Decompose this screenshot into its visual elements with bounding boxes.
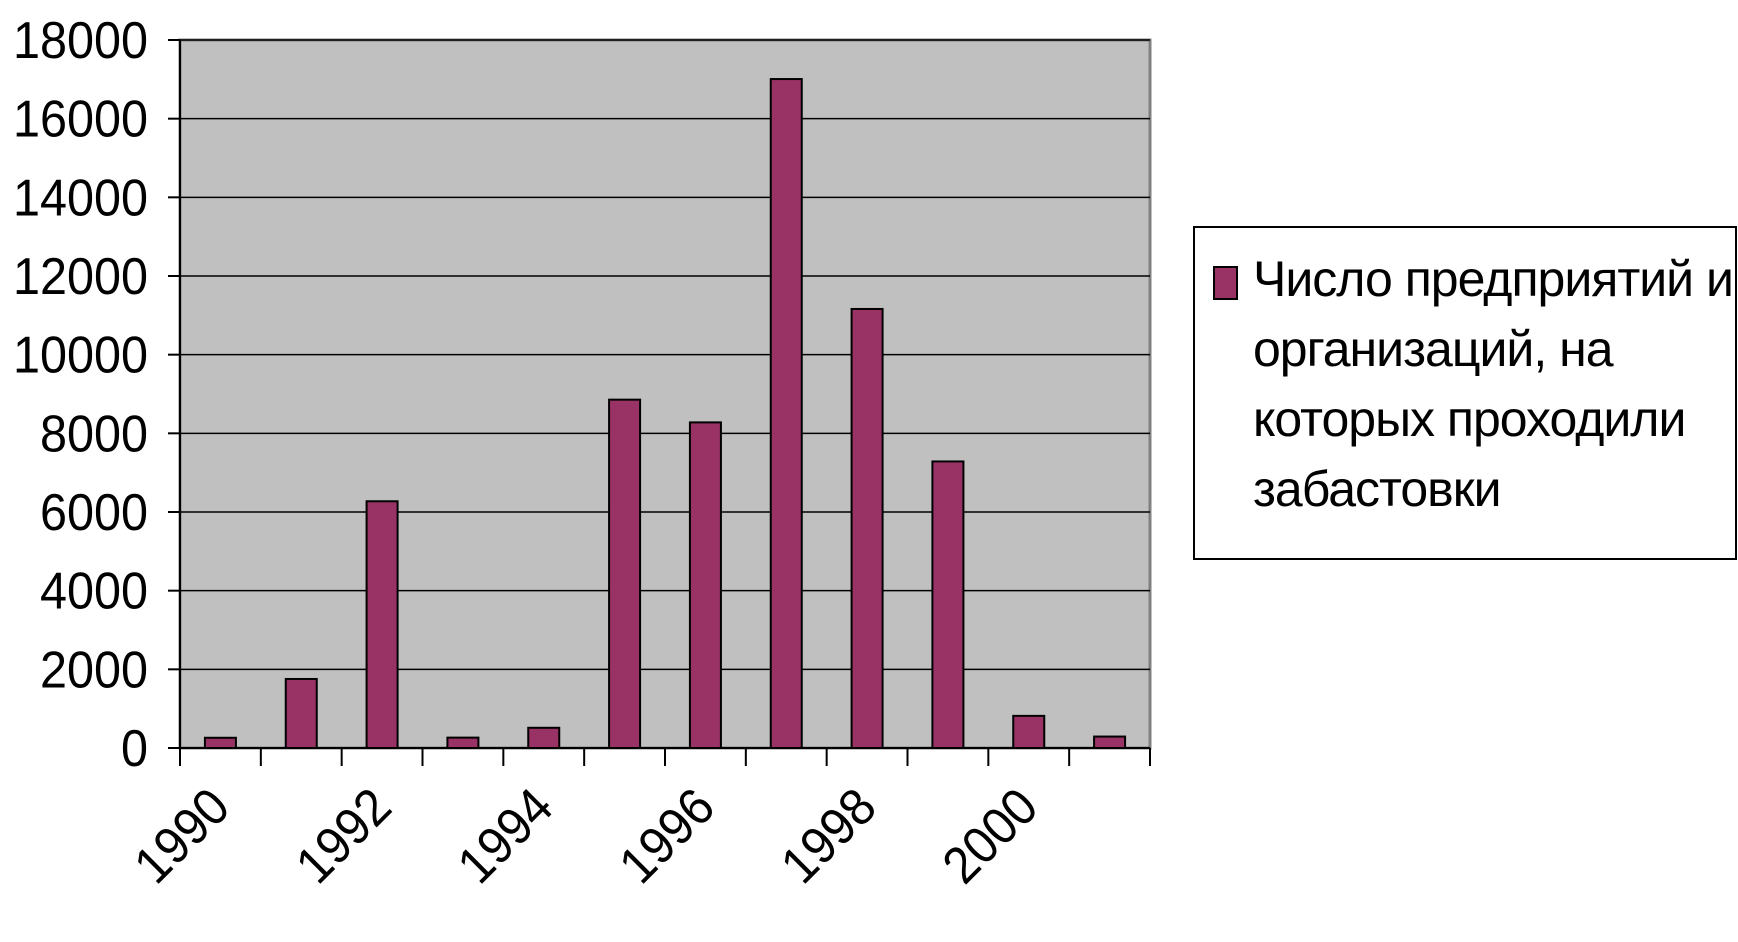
y-tick-label: 16000	[13, 91, 148, 149]
x-tick-label: 2000	[932, 777, 1049, 894]
y-tick-label: 2000	[40, 641, 148, 699]
y-tick-label: 12000	[13, 248, 148, 306]
bar-2001	[1093, 735, 1127, 750]
y-tick-label: 10000	[13, 327, 148, 385]
bar-1997	[769, 78, 803, 750]
y-axis-tick-labels: 0 2000 4000 6000 8000 10000 12000 14000 16000 180…	[13, 12, 148, 778]
bar-1990	[203, 736, 237, 749]
bar-1994	[527, 726, 561, 749]
y-tick-label: 0	[121, 720, 148, 778]
y-tick-label: 18000	[13, 12, 148, 70]
x-tick-label: 1996	[609, 777, 726, 894]
legend-swatch	[1213, 266, 1238, 300]
bar-1992	[365, 500, 399, 749]
bar-1995	[608, 398, 642, 749]
bar-1996	[688, 421, 722, 749]
plot-area	[178, 38, 1152, 750]
bar-1993	[446, 736, 480, 750]
bar-1998	[850, 307, 884, 749]
x-tick-label: 1992	[285, 777, 402, 894]
legend: Число предприятий и организаций, на кото…	[1193, 226, 1737, 560]
x-tick-label: 1994	[447, 777, 564, 894]
bars	[203, 78, 1127, 750]
x-tick-label: 1990	[124, 777, 241, 894]
bar-1999	[931, 460, 965, 749]
x-axis-tick-labels: 1990 1992 1994 1996 1998 2000	[124, 777, 1050, 894]
x-tick-label: 1998	[770, 777, 887, 894]
gridlines	[180, 39, 1150, 671]
legend-label: Число предприятий и организаций, на кото…	[1253, 251, 1734, 517]
y-tick-label: 4000	[40, 563, 148, 621]
y-tick-label: 8000	[40, 405, 148, 463]
axes	[168, 39, 1151, 766]
bar-1991	[284, 677, 318, 749]
y-tick-label: 14000	[13, 169, 148, 227]
bar-2000	[1012, 714, 1046, 750]
plot-background	[178, 38, 1152, 750]
y-tick-label: 6000	[40, 484, 148, 542]
